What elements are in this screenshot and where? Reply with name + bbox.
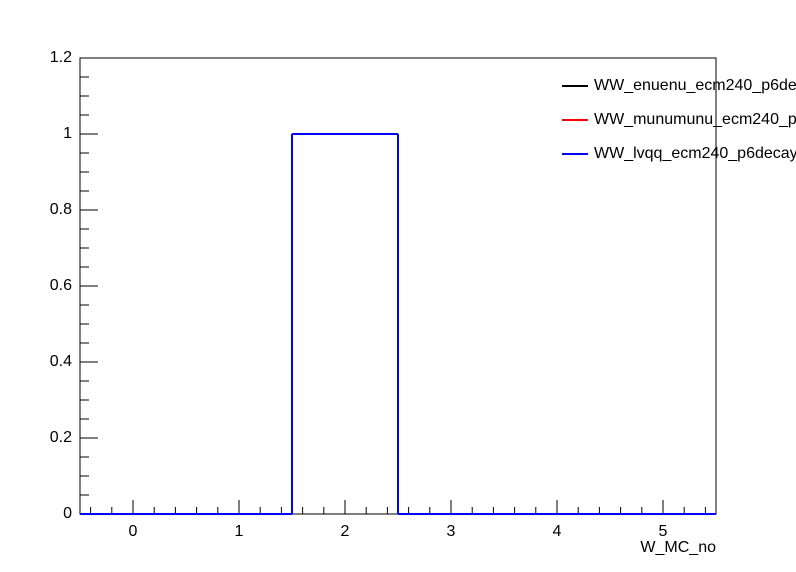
y-tick-label: 0.4	[50, 353, 72, 370]
x-tick-label: 1	[235, 523, 244, 540]
y-tick-label: 0	[63, 505, 72, 522]
y-tick-label: 1.2	[50, 49, 72, 66]
x-tick-label: 0	[129, 523, 138, 540]
y-tick-label: 0.2	[50, 429, 72, 446]
legend-label: WW_munumunu_ecm240_p	[594, 111, 796, 128]
legend-label: WW_lvqq_ecm240_p6decay	[594, 145, 796, 162]
legend-label: WW_enuenu_ecm240_p6de	[594, 77, 796, 94]
x-tick-label: 5	[659, 523, 668, 540]
x-axis-title: W_MC_no	[640, 539, 716, 556]
x-tick-label: 4	[553, 523, 562, 540]
y-tick-label: 0.6	[50, 277, 72, 294]
x-tick-label: 3	[447, 523, 456, 540]
x-tick-label: 2	[341, 523, 350, 540]
y-tick-label: 0.8	[50, 201, 72, 218]
y-tick-label: 1	[63, 125, 72, 142]
